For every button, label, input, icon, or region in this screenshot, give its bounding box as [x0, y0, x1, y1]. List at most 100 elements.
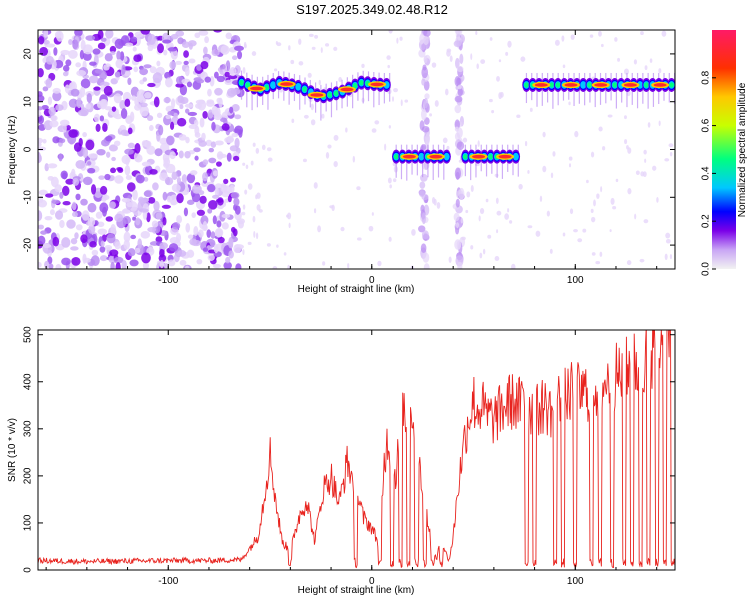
noise-blob: [154, 148, 163, 157]
faint-dot: [393, 88, 398, 93]
noise-blob: [221, 222, 229, 230]
faint-dot: [466, 191, 471, 198]
noise-blob: [169, 121, 175, 131]
streak-blob: [423, 30, 431, 37]
track-cell-core: [643, 82, 649, 88]
snr-xlabel: Height of straight line (km): [298, 585, 415, 596]
noise-blob: [211, 49, 220, 57]
track-cell-core: [358, 80, 364, 86]
noise-blob: [38, 94, 45, 103]
faint-dot: [386, 55, 391, 60]
faint-dot: [640, 31, 644, 36]
streak-blob: [454, 95, 463, 103]
faint-dot: [489, 98, 493, 103]
noise-blob: [171, 183, 181, 193]
streak-blob: [425, 132, 430, 145]
noise-blob: [125, 175, 132, 180]
faint-dot: [504, 213, 509, 220]
noise-blob: [61, 237, 71, 248]
faint-dot: [252, 142, 256, 147]
noise-blob: [207, 184, 216, 193]
noise-blob: [82, 132, 88, 138]
snr-plot-area: [38, 330, 675, 570]
spectrogram-marks: [38, 30, 675, 269]
streak-blob: [424, 93, 430, 100]
faint-dot: [361, 63, 365, 69]
faint-dot: [518, 183, 523, 190]
noise-blob: [53, 47, 58, 56]
track-cell-core: [549, 82, 555, 88]
faint-dot: [388, 125, 391, 129]
noise-blob: [133, 66, 139, 73]
noise-blob: [121, 64, 126, 75]
faint-dot: [550, 172, 554, 179]
noise-blob: [59, 119, 70, 127]
track-cell-core: [669, 82, 674, 88]
faint-dot: [333, 161, 338, 168]
snr-ylabel: SNR (10 * v/v): [7, 418, 18, 482]
noise-blob: [212, 215, 217, 225]
noise-blob: [106, 233, 116, 244]
faint-dot: [593, 199, 596, 207]
noise-blob: [234, 114, 242, 120]
noise-blob: [147, 226, 157, 233]
faint-dot: [327, 144, 332, 149]
noise-blob: [205, 139, 213, 147]
faint-dot: [247, 241, 252, 246]
faint-dot: [431, 62, 437, 68]
noise-blob: [136, 174, 145, 184]
noise-blob: [88, 224, 96, 234]
faint-dot: [252, 215, 256, 223]
noise-blob: [101, 196, 107, 202]
track-cell-core: [245, 82, 251, 88]
faint-dot: [250, 160, 254, 166]
faint-dot: [448, 256, 452, 263]
streak-blob: [423, 55, 428, 64]
noise-blob: [108, 144, 118, 152]
faint-dot: [598, 126, 603, 132]
faint-dot: [591, 252, 596, 256]
noise-blob: [68, 82, 76, 90]
noise-blob: [185, 136, 190, 144]
noise-blob: [228, 250, 234, 259]
noise-blob: [123, 231, 131, 243]
faint-dot: [442, 137, 448, 144]
noise-blob: [216, 75, 226, 83]
track-cell-inner: [443, 152, 450, 161]
noise-blob: [114, 38, 124, 49]
noise-blob: [214, 71, 219, 79]
noise-blob: [42, 86, 49, 92]
faint-dot: [612, 206, 617, 210]
spectrogram-ytick-label: 20: [23, 48, 34, 60]
noise-blob: [228, 238, 234, 249]
noise-blob: [203, 46, 208, 55]
noise-blob: [81, 210, 90, 221]
noise-blob: [213, 113, 223, 121]
faint-dot: [434, 100, 439, 107]
noise-blob: [164, 177, 174, 186]
faint-dot: [669, 254, 673, 260]
streak-blob: [456, 240, 461, 250]
noise-blob: [98, 175, 105, 180]
streak-blob: [422, 252, 430, 263]
track-hot-core: [472, 154, 486, 159]
noise-blob: [220, 45, 230, 55]
faint-dot: [496, 75, 500, 82]
noise-blob: [179, 259, 187, 266]
faint-dot: [496, 229, 499, 234]
faint-dot: [658, 120, 661, 127]
noise-blob: [152, 182, 159, 191]
noise-blob: [165, 114, 171, 120]
faint-dot: [527, 225, 533, 229]
faint-dot: [273, 68, 278, 72]
noise-blob: [97, 42, 106, 50]
faint-dot: [313, 208, 317, 214]
faint-dot: [331, 204, 335, 212]
track-hot-core: [340, 87, 354, 92]
noise-blob: [188, 42, 193, 50]
noise-blob: [143, 190, 152, 197]
noise-blob: [177, 249, 187, 257]
noise-blob: [170, 200, 176, 206]
